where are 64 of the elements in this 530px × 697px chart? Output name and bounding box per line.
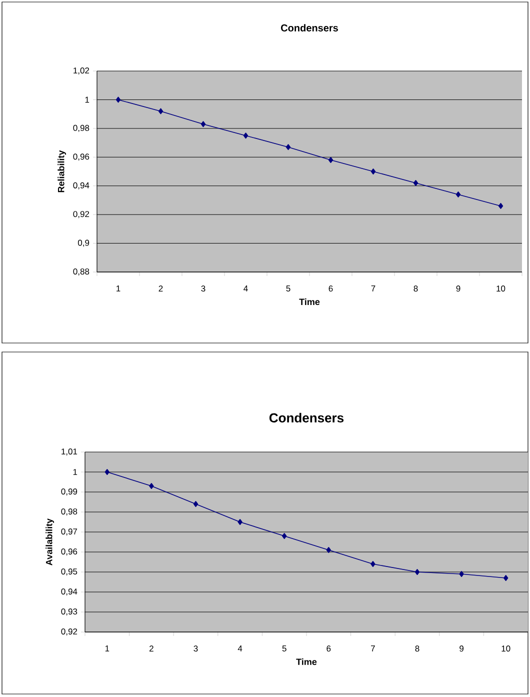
x-tick-label: 4 xyxy=(244,286,248,292)
y-tick-label: 0,98 xyxy=(61,508,78,516)
y-tick-label: 0,92 xyxy=(73,211,90,218)
y-axis-title: Availability xyxy=(46,518,54,566)
x-tick-label: 7 xyxy=(371,286,376,292)
point xyxy=(193,501,198,507)
point xyxy=(326,546,331,553)
x-tick-label: 3 xyxy=(201,286,206,292)
x-tick-label: 10 xyxy=(496,286,506,292)
point xyxy=(370,561,376,567)
point xyxy=(286,144,291,150)
point xyxy=(149,483,154,489)
x-tick-label: 8 xyxy=(414,286,418,292)
point xyxy=(116,96,121,103)
x-axis-title: Time xyxy=(299,298,320,306)
x-tick-label: 5 xyxy=(282,646,286,652)
y-tick-label: 1,02 xyxy=(74,68,90,75)
point xyxy=(413,180,418,186)
x-tick-label: 9 xyxy=(460,646,464,652)
y-tick-label: 0,93 xyxy=(61,608,78,616)
y-axis-title: Reliability xyxy=(58,150,66,192)
point xyxy=(328,157,334,164)
y-tick-label: 0,99 xyxy=(61,488,78,496)
y-tick-label: 0,97 xyxy=(61,528,78,536)
y-tick-label: 0,92 xyxy=(61,628,78,636)
point xyxy=(104,469,110,475)
y-tick-label: 1,01 xyxy=(62,448,78,456)
x-tick-label: 4 xyxy=(238,646,242,652)
x-tick-label: 5 xyxy=(286,286,290,292)
x-tick-label: 2 xyxy=(158,286,163,292)
point xyxy=(238,519,242,525)
point xyxy=(158,108,164,114)
x-tick-label: 2 xyxy=(150,646,154,652)
y-tick-label: 0,95 xyxy=(61,568,78,576)
y-tick-label: 0,94 xyxy=(61,588,78,596)
x-tick-label: 1 xyxy=(116,286,120,292)
y-tick-label: 1 xyxy=(73,469,78,475)
point xyxy=(456,191,461,198)
chart-title: Condensers xyxy=(269,412,344,422)
point xyxy=(498,202,504,209)
point xyxy=(282,532,287,539)
x-tick-label: 9 xyxy=(456,286,460,292)
x-tick-label: 6 xyxy=(328,286,333,292)
x-tick-label: 6 xyxy=(326,646,331,652)
x-axis-title: Time xyxy=(296,658,317,666)
y-tick-label: 1 xyxy=(85,96,90,103)
point xyxy=(243,132,248,139)
x-tick-label: 8 xyxy=(415,646,420,652)
point xyxy=(414,568,420,575)
chart-title: Condensers xyxy=(281,24,338,32)
x-tick-label: 1 xyxy=(105,646,110,652)
y-tick-label: 0,98 xyxy=(73,124,90,132)
point xyxy=(370,168,376,175)
y-tick-label: 0,94 xyxy=(73,182,90,190)
point xyxy=(503,574,508,581)
y-tick-label: 0,96 xyxy=(61,548,78,556)
y-tick-label: 0,9 xyxy=(78,240,90,247)
y-tick-label: 0,96 xyxy=(73,154,90,161)
x-tick-label: 3 xyxy=(194,646,198,652)
y-tick-label: 0,88 xyxy=(73,268,90,276)
x-tick-label: 7 xyxy=(371,646,375,652)
point xyxy=(459,570,464,577)
point xyxy=(200,121,206,128)
x-tick-label: 10 xyxy=(502,646,510,652)
